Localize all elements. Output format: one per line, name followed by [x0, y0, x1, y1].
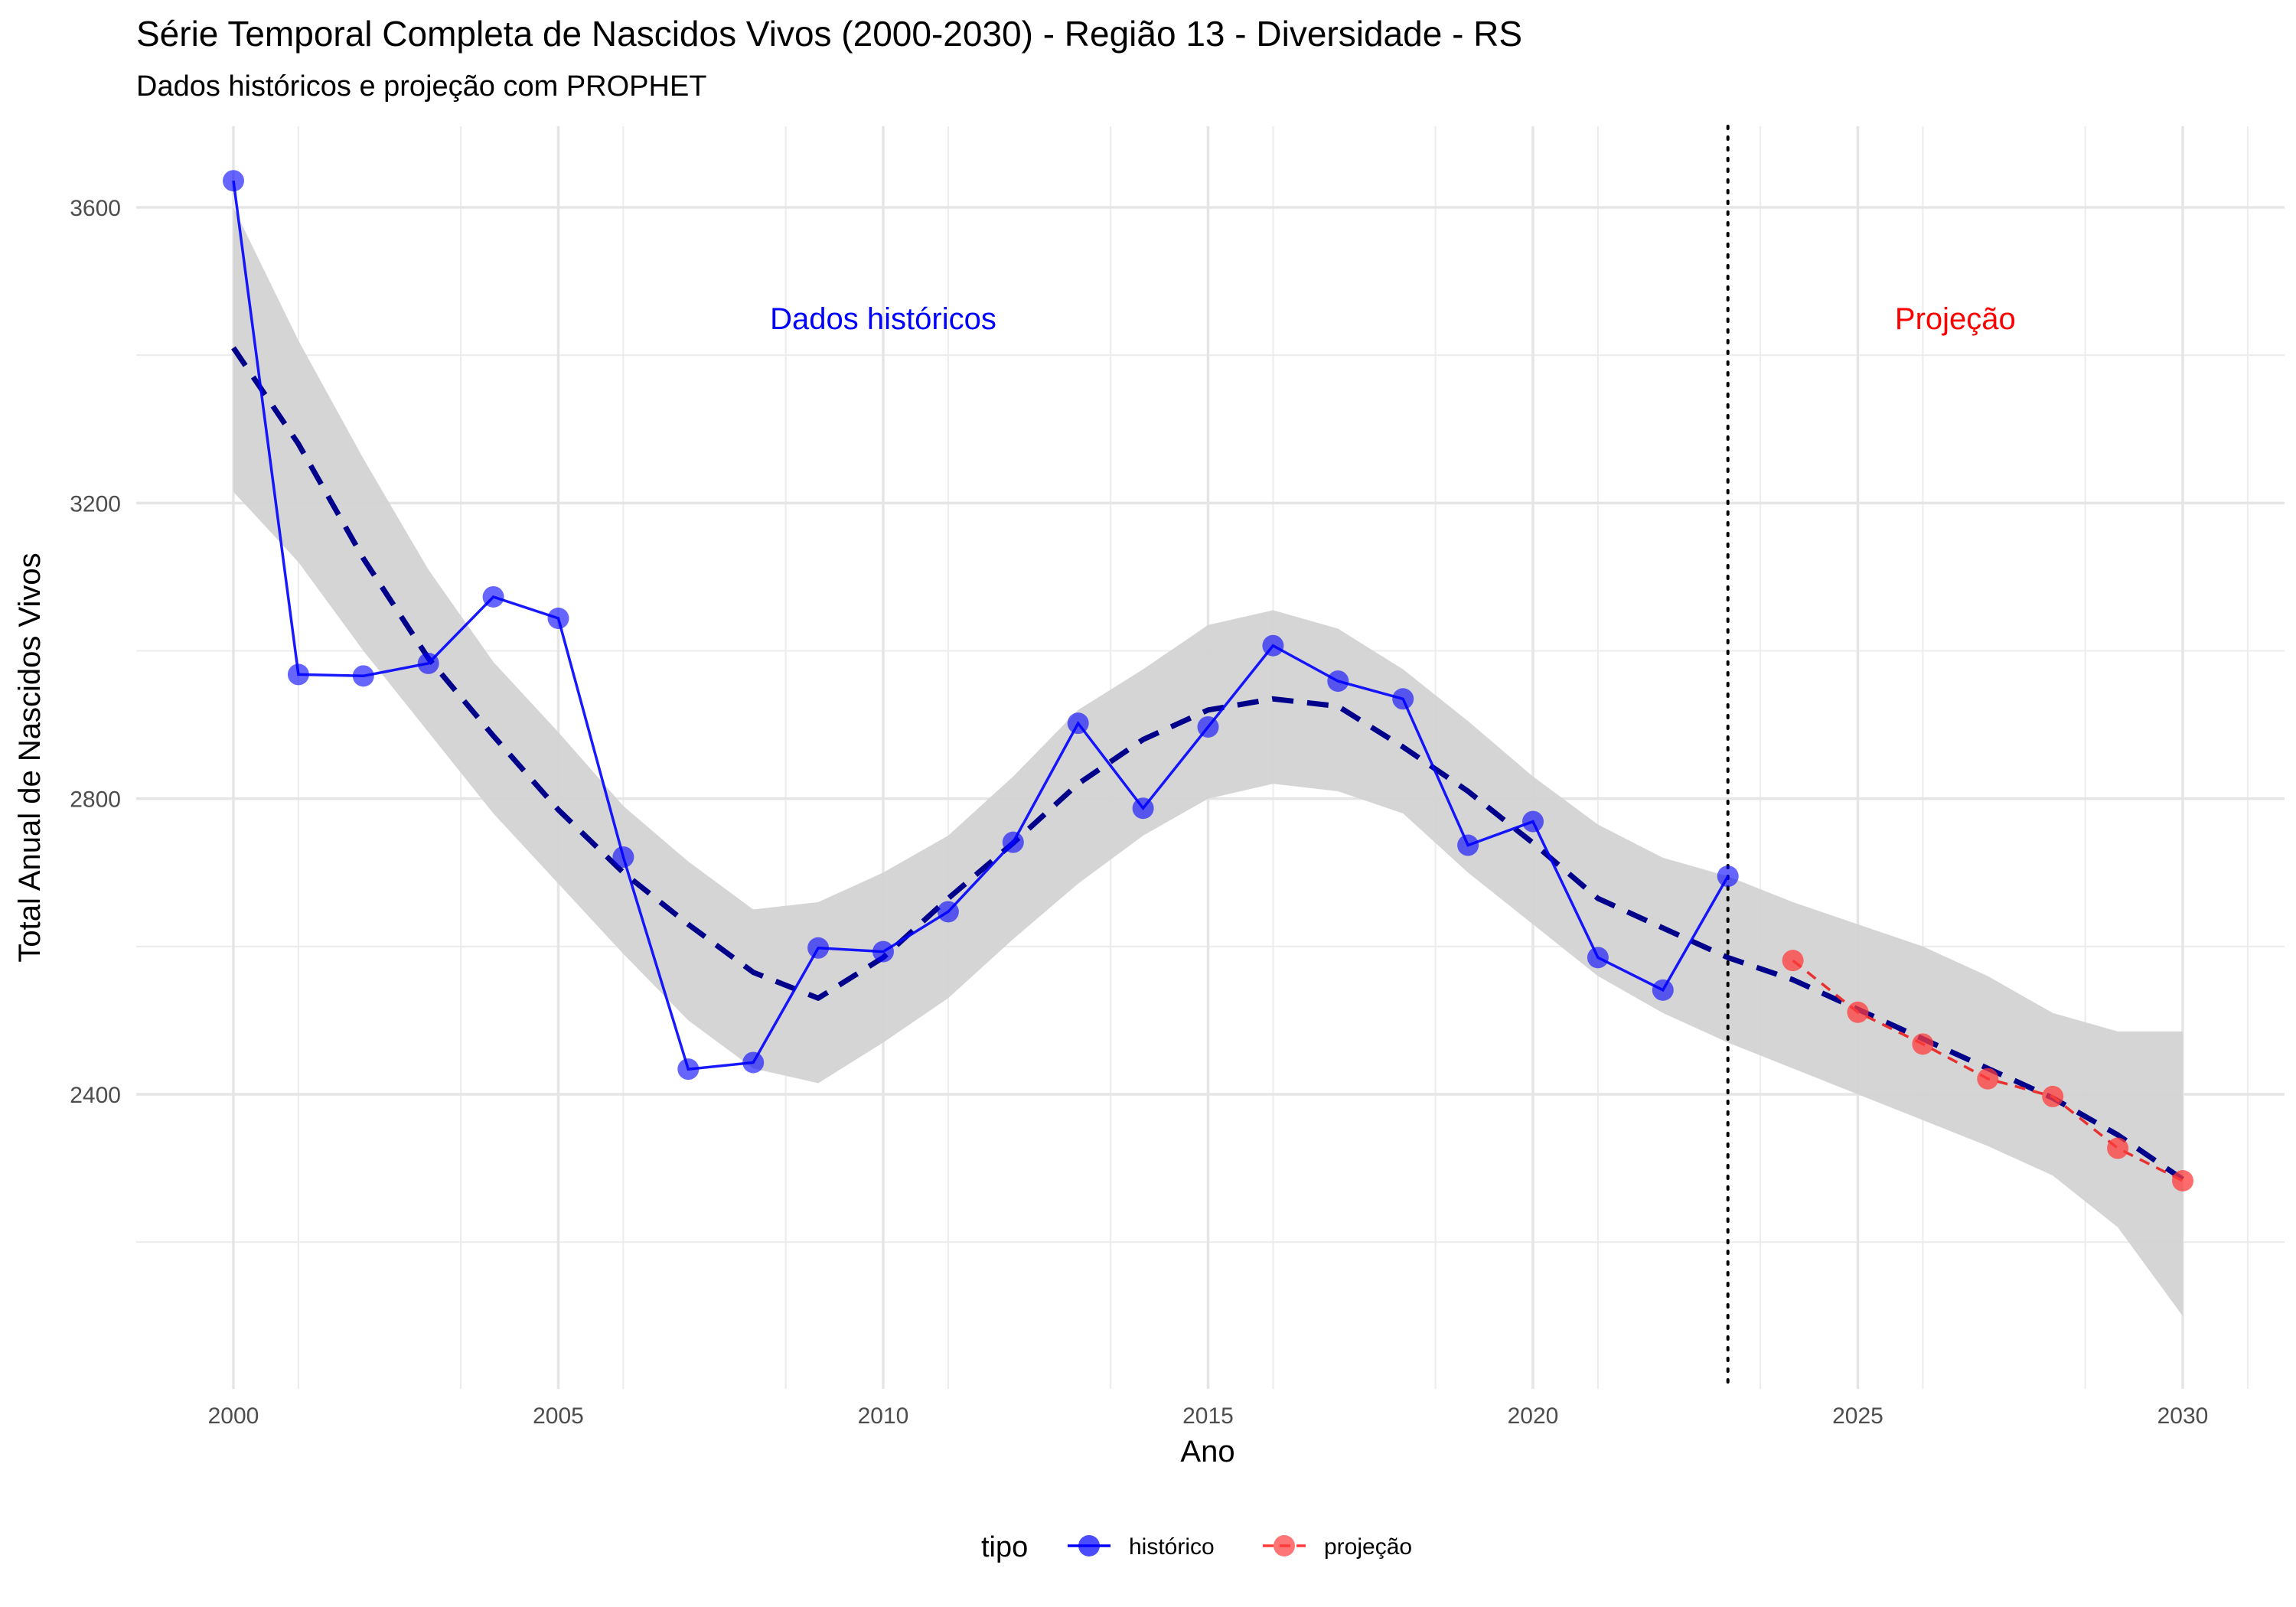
historico-point: [1392, 688, 1414, 710]
x-tick-label: 2010: [858, 1403, 909, 1429]
confidence-band: [233, 207, 2183, 1316]
projecao-point: [1912, 1033, 1934, 1055]
y-axis-title: Total Anual de Nascidos Vivos: [13, 553, 47, 962]
legend-key-point: [1078, 1535, 1100, 1556]
historico-point: [1522, 810, 1544, 833]
legend-label: histórico: [1129, 1534, 1215, 1560]
historico-point: [1197, 715, 1219, 738]
projecao-point: [1782, 950, 1804, 972]
legend-title: tipo: [981, 1531, 1028, 1563]
historico-point: [287, 663, 309, 686]
legend-key-point: [1274, 1535, 1295, 1556]
historico-point: [1457, 834, 1479, 856]
historico-point: [677, 1058, 700, 1081]
historico-point: [1067, 712, 1089, 735]
x-tick-label: 2000: [208, 1403, 259, 1429]
historico-point: [742, 1051, 765, 1074]
historico-point: [612, 846, 634, 868]
legend: tipo histórico projeção: [981, 1531, 1412, 1563]
historico-line: [232, 180, 1730, 1071]
x-tick-label: 2025: [1832, 1403, 1883, 1429]
historico-point: [1327, 670, 1349, 693]
historico-point: [872, 940, 894, 963]
historico-point: [1002, 831, 1024, 853]
projecao-point: [2107, 1137, 2129, 1159]
x-tick-label: 2015: [1182, 1403, 1234, 1429]
historico-point: [807, 937, 830, 959]
historico-point: [547, 608, 569, 630]
projecao-point: [1847, 1001, 1869, 1023]
historico-point: [937, 901, 959, 923]
historico-point: [1262, 634, 1284, 657]
historico-point: [1587, 947, 1609, 969]
y-tick-label: 2400: [70, 1083, 121, 1108]
x-tick-label: 2020: [1508, 1403, 1559, 1429]
historico-point: [417, 652, 439, 674]
x-tick-label: 2030: [2157, 1403, 2209, 1429]
x-axis-title: Ano: [1180, 1435, 1234, 1468]
projecao-point: [1977, 1068, 1999, 1090]
historico-point: [1717, 865, 1739, 888]
y-tick-label: 3600: [70, 196, 121, 221]
historico-point: [352, 665, 374, 687]
historico-point: [223, 170, 244, 192]
chart-subtitle: Dados históricos e projeção com PROPHET: [136, 70, 707, 103]
annotation-label: Dados históricos: [770, 302, 996, 336]
plot-area: 2000 2005 2010 2015 2020 2025 2030 2400 2800 3200…: [70, 125, 2285, 1429]
x-tick-label: 2005: [533, 1403, 584, 1429]
projecao-point: [2172, 1170, 2193, 1192]
y-tick-label: 3200: [70, 491, 121, 517]
chart-title: Série Temporal Completa de Nascidos Vivo…: [136, 14, 1522, 54]
historico-point: [1652, 979, 1674, 1001]
historico-point: [1132, 797, 1154, 820]
historico-point: [482, 585, 504, 608]
legend-label: projeção: [1324, 1534, 1412, 1560]
y-tick-label: 2800: [70, 787, 121, 813]
annotation-label: Projeção: [1895, 302, 2016, 336]
projecao-point: [2042, 1085, 2064, 1107]
